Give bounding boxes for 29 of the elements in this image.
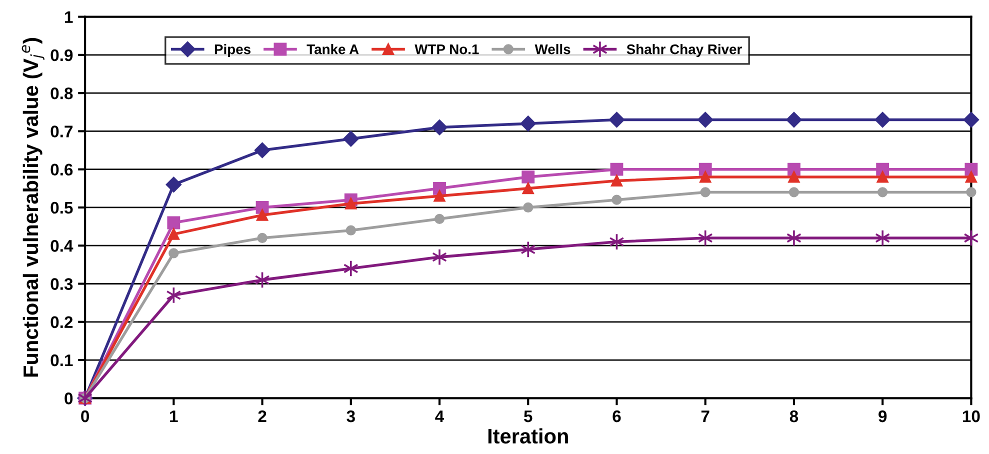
x-axis-title: Iteration — [488, 428, 568, 444]
x-tick-label: 8 — [790, 410, 798, 422]
legend-label: WTP No.1 — [414, 44, 479, 54]
y-tick-label: 0.7 — [50, 126, 73, 138]
legend-label: Shahr Chay River — [626, 44, 742, 57]
legend-label: Wells — [534, 44, 570, 54]
x-tick-label: 3 — [346, 410, 355, 422]
y-tick-label: 1 — [65, 11, 73, 23]
y-tick-label: 0.9 — [50, 49, 73, 62]
legend-label: Tanke A — [306, 44, 359, 54]
x-tick-label: 6 — [612, 410, 621, 422]
x-tick-label: 5 — [524, 410, 532, 422]
y-axis-title: Functional vulnerability value (V$_{j}$$^{e}$) — [22, 38, 44, 377]
x-tick-label: 2 — [258, 410, 266, 422]
y-tick-label: 0 — [64, 392, 73, 404]
y-tick-label: 0.6 — [50, 164, 73, 176]
x-tick-label: 4 — [435, 410, 444, 422]
x-tick-label: 10 — [962, 410, 980, 422]
y-tick-label: 0.4 — [50, 240, 74, 252]
x-tick-label: 0 — [81, 410, 90, 422]
x-tick-label: 1 — [170, 410, 178, 422]
y-tick-label: 0.1 — [50, 354, 73, 366]
y-tick-label: 0.8 — [50, 87, 73, 100]
y-tick-label: 0.3 — [50, 278, 73, 290]
x-tick-label: 9 — [878, 410, 887, 422]
y-tick-label: 0.2 — [50, 316, 73, 328]
x-tick-label: 7 — [701, 410, 710, 422]
legend-label: Pipes — [214, 44, 250, 57]
y-tick-label: 0.5 — [50, 202, 73, 214]
